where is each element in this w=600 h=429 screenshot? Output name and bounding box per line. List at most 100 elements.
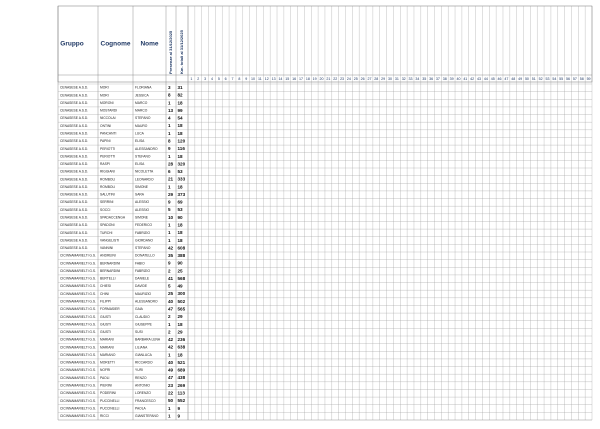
cell-km: 18 [178, 238, 184, 243]
cell-nome: LILIANA [135, 345, 148, 349]
cell-nome: FABRIZIO [135, 269, 150, 273]
cell-presenze: 23 [168, 383, 174, 388]
cell-cognome: RIGGIANI [100, 170, 115, 174]
cell-km: 18 [178, 154, 184, 159]
cell-km: 49 [178, 284, 184, 289]
cell-presenze: 5 [168, 207, 171, 212]
event-number: 25 [354, 77, 358, 81]
cell-km: 18 [178, 131, 184, 136]
cell-nome: FABRIZIO [135, 231, 150, 235]
event-number: 5 [218, 77, 220, 81]
cell-gruppo: CICINNAMARIELTI G.S. [60, 261, 96, 265]
cell-nome: FEDERICO [135, 223, 152, 227]
cell-cognome: CHIESI [100, 284, 111, 288]
event-number: 19 [313, 77, 317, 81]
header-nome: Nome [140, 41, 158, 48]
cell-presenze: 40 [168, 299, 174, 304]
cell-gruppo: CICINNAMARIELTI G.S. [60, 277, 96, 281]
cell-gruppo: CICINNAMARIELTI G.S. [60, 269, 96, 273]
cell-km: 502 [178, 299, 186, 304]
cell-cognome: NICCOLAI [100, 116, 116, 120]
cell-cognome: MARIANO [100, 353, 116, 357]
event-number: 45 [491, 77, 495, 81]
cell-km: 113 [178, 390, 186, 395]
cell-nome: ANTONIO [135, 384, 150, 388]
cell-nome: LUCA [135, 132, 145, 136]
event-number: 13 [272, 77, 276, 81]
cell-cognome: VANGELISTI [100, 238, 119, 242]
cell-km: 18 [178, 322, 184, 327]
cell-km: 689 [178, 368, 186, 373]
cell-cognome: NOFRI [100, 368, 110, 372]
cell-nome: SARA [135, 193, 145, 197]
header-gruppo: Gruppo [60, 41, 83, 48]
event-number: 51 [532, 77, 536, 81]
cell-nome: RENZO [135, 376, 147, 380]
cell-cognome: CHINI [100, 292, 109, 296]
cell-km: 53 [178, 169, 184, 174]
cell-presenze: 1 [168, 352, 171, 357]
cell-gruppo: CICINNAMARIELTI G.S. [60, 391, 96, 395]
cell-nome: GIUSEPPE [135, 322, 153, 326]
cell-gruppo: CICINNAMARIELTI G.S. [60, 322, 96, 326]
event-number: 53 [545, 77, 549, 81]
cell-presenze: 29 [168, 192, 174, 197]
event-number: 31 [395, 77, 399, 81]
cell-presenze: 10 [168, 215, 174, 220]
event-number: 57 [573, 77, 577, 81]
event-number: 36 [429, 77, 433, 81]
cell-nome: GIORDANO [135, 238, 153, 242]
cell-presenze: 3 [168, 85, 171, 90]
event-number: 7 [232, 77, 234, 81]
cell-presenze: 8 [168, 93, 171, 98]
cell-cognome: PUCCINELLI [100, 399, 120, 403]
cell-nome: GIANSTEFANO [135, 414, 159, 418]
cell-nome: MARCO [135, 101, 148, 105]
cell-km: 99 [178, 108, 184, 113]
event-number: 54 [552, 77, 556, 81]
cell-km: 320 [178, 161, 186, 166]
cell-presenze: 21 [168, 177, 174, 182]
event-number: 8 [238, 77, 240, 81]
event-number: 35 [422, 77, 426, 81]
cell-presenze: 6 [168, 169, 171, 174]
cell-gruppo: CICINNAMARIELTI G.S. [60, 330, 96, 334]
cell-cognome: SALUTINI [100, 193, 115, 197]
cell-nome: LEONARDO [135, 177, 154, 181]
cell-cognome: PERIOTTI [100, 147, 115, 151]
cell-presenze: 1 [168, 184, 171, 189]
cell-nome: NICOLETTA [135, 170, 154, 174]
event-number: 28 [374, 77, 378, 81]
cell-km: 300 [178, 291, 186, 296]
cell-cognome: SPADACCENGA [100, 216, 126, 220]
cell-presenze: 1 [168, 154, 171, 159]
cell-presenze: 35 [168, 253, 174, 258]
cell-nome: DONATELLO [135, 254, 155, 258]
cell-presenze: 47 [168, 306, 174, 311]
cell-nome: MAURO [135, 124, 148, 128]
event-number: 27 [367, 77, 371, 81]
cell-cognome: ONTINI [100, 124, 111, 128]
event-number: 26 [361, 77, 365, 81]
cell-cognome: VANNINI [100, 246, 113, 250]
cell-km: 552 [178, 398, 186, 403]
cell-nome: FLORIANA [135, 86, 152, 90]
cell-presenze: 1 [168, 238, 171, 243]
event-number: 46 [498, 77, 502, 81]
cell-nome: STEFANO [135, 246, 151, 250]
header-cognome: Cognome [101, 41, 131, 48]
cell-km: 29 [178, 314, 184, 319]
cell-km: 18 [178, 100, 184, 105]
event-number: 22 [333, 77, 337, 81]
cell-km: 373 [178, 192, 186, 197]
event-number: 20 [320, 77, 324, 81]
cell-gruppo: CICINNAMARIELTI G.S. [60, 284, 96, 288]
cell-nome: ELISA [135, 139, 145, 143]
cell-cognome: MARIANI [100, 338, 114, 342]
cell-gruppo: CENASESE A.S.D. [60, 93, 88, 97]
event-number: 14 [278, 77, 282, 81]
cell-km: 18 [178, 222, 184, 227]
cell-presenze: 41 [168, 276, 174, 281]
cell-gruppo: CENASESE A.S.D. [60, 162, 88, 166]
cell-km: 54 [178, 116, 184, 121]
